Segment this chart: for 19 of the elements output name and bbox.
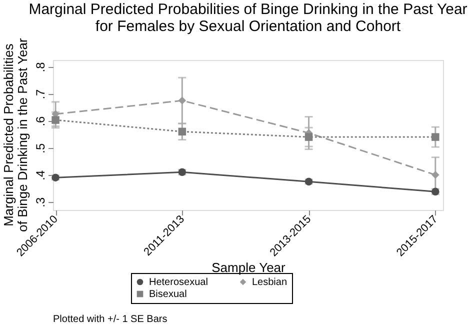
y-tick-label: .4	[34, 170, 48, 180]
legend-label: Lesbian	[252, 277, 288, 288]
point	[304, 133, 313, 141]
point	[178, 128, 186, 136]
y-tick-label: .5	[34, 143, 48, 154]
point	[52, 116, 60, 124]
point	[432, 170, 440, 179]
point	[432, 133, 440, 141]
legend-label: Heterosexual	[149, 277, 208, 288]
y-tick-label: .6	[34, 116, 48, 126]
text: Plotted with +/- 1 SE Bars	[53, 314, 168, 325]
x-axis-title: Sample Year	[212, 260, 286, 276]
legend-label: Bisexual	[149, 289, 187, 300]
y-tick-label: .8	[34, 62, 48, 72]
point	[178, 96, 186, 104]
point	[52, 174, 60, 182]
y-tick-label: .7	[34, 88, 48, 100]
chart-title: Marginal Predicted Probabilities of Binge Drinking in the Past Year for Females by Sexual Orientation and Cohort	[28, 1, 468, 36]
y-tick-label: .3	[34, 197, 48, 208]
